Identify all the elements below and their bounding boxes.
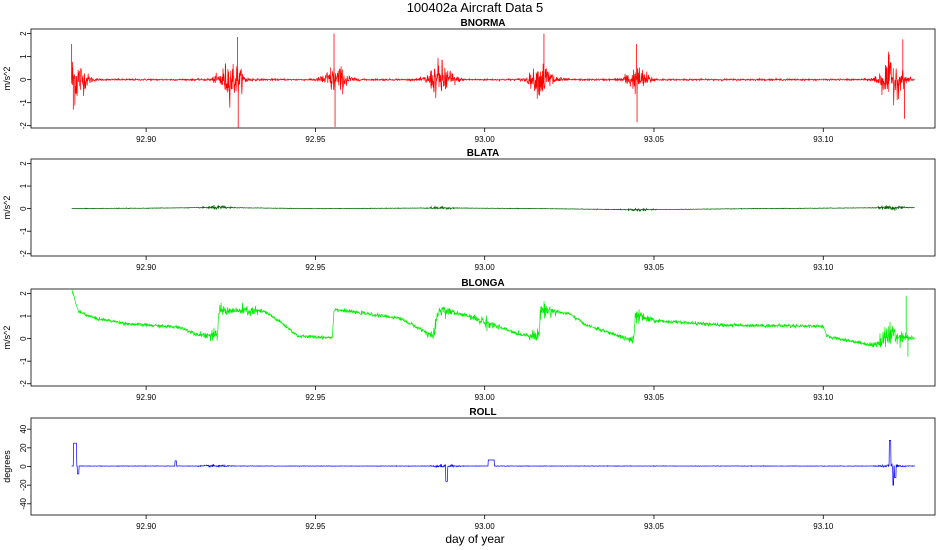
x-tick-label: 93.00 [475,393,496,402]
x-tick-label: 93.00 [475,522,496,531]
y-tick-label: -20 [19,479,28,491]
x-tick-label: 93.05 [644,522,665,531]
panel-bnorma: BNORMA m/s^2 -2 -1 0 1 2 92.90 92.95 93.00 93.05 93… [2,18,936,144]
y-tick-label: -1 [19,99,28,107]
series-line-roll [71,440,915,486]
y-tick-label: 0 [19,464,28,469]
y-tick-label: -1 [19,357,28,365]
x-tick-label: 92.90 [136,263,157,272]
panel-title: BLATA [467,148,499,159]
x-tick-label: 92.95 [305,393,326,402]
y-tick-label: 0 [19,77,28,82]
panel-title: BNORMA [461,18,506,29]
plot-frame [30,28,936,129]
y-axis-label: degrees [2,450,12,483]
x-tick-label: 93.05 [644,263,665,272]
x-tick-label: 92.95 [305,135,326,144]
x-tick-label: 93.10 [813,522,834,531]
panel-roll: ROLL degrees -40 -20 0 20 40 92.90 92.95 93.00 93.… [2,407,936,531]
y-tick-label: 0 [19,206,28,211]
panel-title: ROLL [469,407,496,418]
y-tick-label: 40 [19,424,28,433]
x-axis-label: day of year [445,532,504,546]
x-tick-label: 92.90 [136,135,157,144]
x-tick-label: 92.90 [136,393,157,402]
series-line-blonga [71,289,916,349]
x-tick-label: 93.00 [475,263,496,272]
y-tick-label: -2 [19,380,28,388]
y-tick-label: 1 [19,54,28,59]
y-axis-label: m/s^2 [2,196,12,220]
y-axis-label: m/s^2 [2,67,12,91]
y-tick-label: 1 [19,183,28,188]
panels: BNORMA m/s^2 -2 -1 0 1 2 92.90 92.95 93.00 93.05 93… [2,18,936,531]
y-tick-label: 1 [19,313,28,318]
panel-title: BLONGA [461,278,504,289]
series-line-blata [71,204,915,213]
y-tick-label: -2 [19,250,28,258]
y-tick-label: -2 [19,122,28,130]
x-tick-label: 93.00 [475,135,496,144]
x-tick-label: 92.90 [136,522,157,531]
x-tick-label: 93.10 [813,135,834,144]
plot-frame [30,158,936,257]
main-title: 100402a Aircraft Data 5 [407,0,544,15]
x-tick-label: 92.95 [305,522,326,531]
y-tick-label: -1 [19,227,28,235]
y-tick-label: 2 [19,31,28,36]
panel-blata: BLATA m/s^2 -2 -1 0 1 2 92.90 92.95 93.00 93.05 93.… [2,148,936,272]
x-tick-label: 93.10 [813,393,834,402]
y-tick-label: 20 [19,443,28,452]
y-tick-label: 0 [19,336,28,341]
panel-blonga: BLONGA m/s^2 -2 -1 0 1 2 92.90 92.95 93.00 93.05 93… [2,278,936,402]
x-tick-label: 93.05 [644,135,665,144]
y-tick-label: 2 [19,291,28,296]
x-tick-label: 93.10 [813,263,834,272]
series-line-bnorma [71,51,915,108]
x-tick-label: 92.95 [305,263,326,272]
y-tick-label: 2 [19,161,28,166]
plot-frame [30,288,936,387]
y-axis-label: m/s^2 [2,326,12,350]
y-tick-label: -40 [19,497,28,509]
x-tick-label: 93.05 [644,393,665,402]
